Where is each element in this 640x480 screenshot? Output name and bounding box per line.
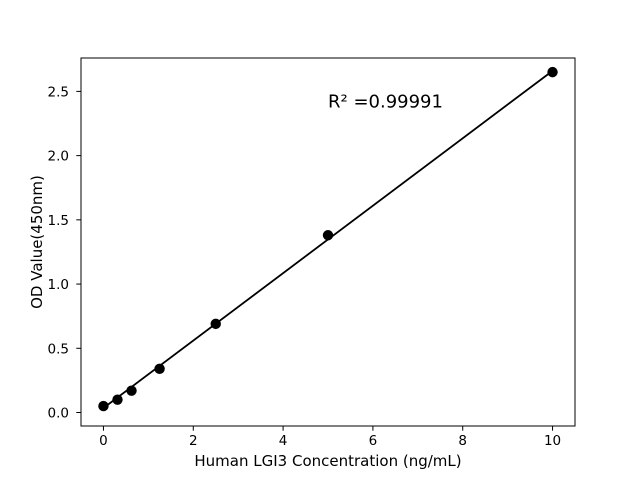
x-tick-label: 0: [99, 433, 108, 449]
x-tick-label: 2: [189, 433, 198, 449]
y-tick-label: 1.5: [48, 213, 69, 229]
x-tick-label: 8: [458, 433, 467, 449]
y-tick-label: 2.0: [48, 149, 69, 165]
y-axis-label: OD Value(450nm): [28, 175, 46, 309]
data-point: [126, 385, 137, 396]
data-point: [112, 394, 123, 405]
x-tick-label: 4: [279, 433, 288, 449]
y-tick-label: 2.5: [48, 84, 69, 100]
y-tick-label: 0.5: [48, 341, 69, 357]
data-point: [154, 363, 165, 375]
data-point: [547, 66, 558, 78]
x-tick-label: 6: [369, 433, 378, 449]
plot-area: [80, 57, 576, 427]
y-tick-label: 1.0: [48, 277, 69, 293]
data-point: [98, 400, 109, 412]
r-squared-annotation: R² =0.99991: [328, 91, 443, 112]
y-tick-label: 0.0: [48, 406, 69, 422]
x-axis-label: Human LGI3 Concentration (ng/mL): [194, 452, 461, 470]
data-point: [322, 230, 334, 241]
data-point: [210, 318, 221, 330]
x-tick-label: 10: [544, 433, 561, 449]
